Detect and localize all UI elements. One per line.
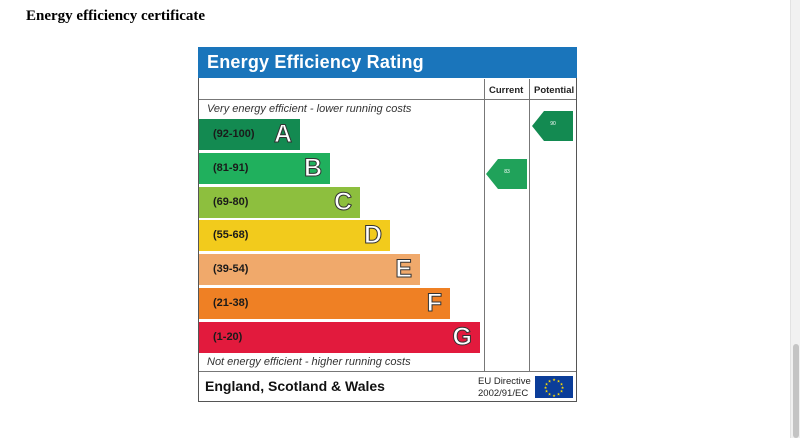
footer-divider: [199, 371, 576, 372]
bottom-note: Not energy efficient - higher running co…: [207, 356, 411, 368]
header-divider: [199, 99, 576, 100]
band-range-label: (81-91): [213, 161, 249, 174]
band-range-label: (92-100): [213, 128, 255, 140]
eu-directive-text: EU Directive 2002/91/EC: [478, 376, 531, 400]
top-note: Very energy efficient - lower running co…: [207, 103, 412, 115]
band-range-label: (55-68): [213, 229, 249, 242]
potential-rating-value: 90: [550, 121, 556, 127]
band-letter: B: [303, 153, 322, 182]
rating-band-e: (39-54) E: [199, 254, 420, 286]
chart-header: Energy Efficiency Rating: [198, 47, 577, 78]
svg-text:★: ★: [548, 392, 552, 397]
svg-text:★: ★: [548, 379, 552, 384]
band-letter: A: [273, 120, 292, 149]
svg-text:★: ★: [560, 382, 564, 387]
band-range-label: (21-38): [213, 297, 249, 309]
current-arrow-shape: [486, 159, 527, 189]
band-range-label: (1-20): [213, 330, 243, 343]
svg-text:★: ★: [557, 392, 561, 397]
svg-text:★: ★: [557, 379, 561, 384]
energy-rating-chart: Energy Efficiency Rating Current Potenti…: [198, 47, 577, 402]
band-letter: G: [452, 322, 472, 351]
potential-arrow-shape: [532, 111, 573, 141]
band-letter: E: [395, 255, 413, 284]
scrollbar-track[interactable]: [790, 0, 800, 438]
chart-header-title: Energy Efficiency Rating: [207, 52, 424, 72]
current-rating-arrow: 83: [486, 159, 528, 189]
band-letter: F: [426, 289, 442, 318]
band-range-label: (39-54): [213, 263, 249, 276]
rating-band-g: (1-20) G: [199, 321, 480, 353]
eu-directive-label: EU Directive: [478, 376, 531, 387]
rating-band-c: (69-80) C: [199, 186, 360, 218]
svg-text:★: ★: [560, 389, 564, 394]
current-rating-value: 83: [504, 169, 510, 175]
svg-text:★: ★: [545, 389, 549, 394]
footer-region: England, Scotland & Wales: [205, 378, 385, 394]
page-title: Energy efficiency certificate: [26, 8, 206, 24]
rating-band-f: (21-38) F: [199, 288, 450, 319]
eu-directive-code: 2002/91/EC: [478, 388, 529, 399]
scrollbar-thumb[interactable]: [793, 344, 799, 438]
rating-band-b: (81-91) B: [199, 152, 330, 184]
svg-text:★: ★: [544, 385, 548, 390]
band-letter: D: [363, 221, 382, 250]
eu-stars: ★ ★ ★ ★ ★ ★ ★ ★ ★ ★ ★ ★: [544, 377, 565, 398]
current-column-header: Current: [489, 85, 524, 96]
potential-column-header: Potential: [534, 85, 575, 96]
rating-band-d: (55-68) D: [199, 220, 390, 252]
svg-text:★: ★: [552, 377, 556, 382]
svg-text:★: ★: [561, 385, 565, 390]
current-column-divider: [484, 79, 485, 372]
band-range-label: (69-80): [213, 195, 249, 208]
svg-text:★: ★: [552, 393, 556, 398]
rating-band-a: (92-100) A: [199, 119, 300, 150]
potential-rating-arrow: 90: [532, 111, 574, 141]
svg-text:★: ★: [545, 382, 549, 387]
band-letter: C: [333, 187, 352, 216]
eu-flag-icon: ★ ★ ★ ★ ★ ★ ★ ★ ★ ★ ★ ★: [535, 376, 573, 398]
potential-column-divider: [529, 79, 530, 372]
